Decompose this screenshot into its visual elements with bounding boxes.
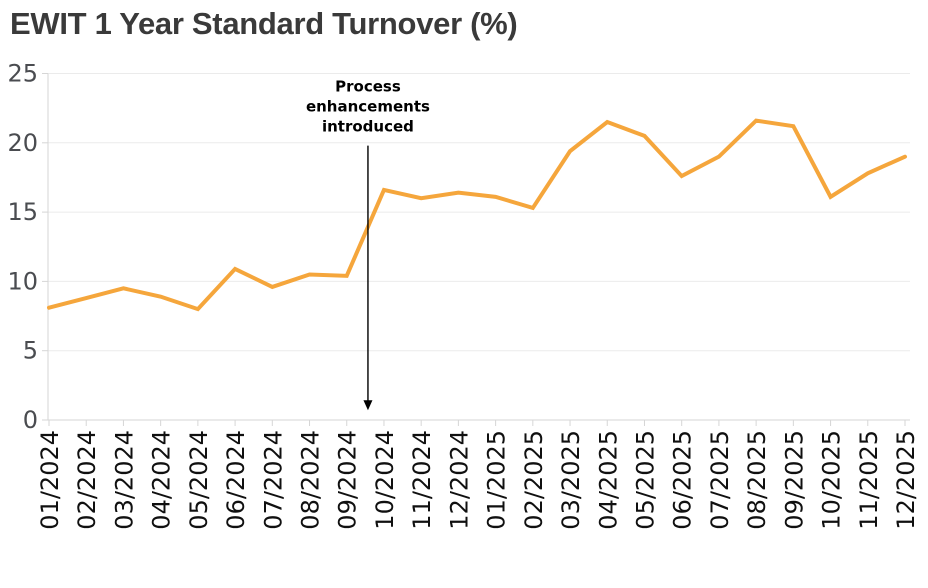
x-tick-label: 05/2024	[185, 430, 213, 530]
gridlines	[48, 73, 910, 352]
y-tick-label: 15	[7, 198, 38, 226]
series-line	[47, 118, 907, 312]
annotation: Process enhancements introduced	[306, 78, 430, 411]
chart-title: EWIT 1 Year Standard Turnover (%)	[10, 6, 518, 41]
x-tick-label: 10/2025	[818, 430, 846, 530]
annotation-text-line: Process	[335, 78, 401, 96]
x-tick-label: 10/2024	[371, 430, 399, 530]
x-tick-label: 04/2024	[148, 430, 176, 530]
x-tick-label: 07/2024	[259, 430, 287, 530]
x-tick-label: 02/2024	[73, 430, 101, 530]
annotation-text-line: introduced	[322, 118, 414, 136]
x-tick-label: 09/2024	[334, 430, 362, 530]
y-tick-label: 10	[7, 267, 38, 295]
x-tick-label: 07/2025	[706, 430, 734, 530]
x-tick-label: 08/2025	[743, 430, 771, 530]
y-tick-label: 25	[7, 60, 38, 88]
x-tick-label: 06/2024	[222, 430, 250, 530]
x-tick-label: 09/2025	[780, 430, 808, 530]
y-tick-label: 5	[23, 337, 38, 365]
x-tick-label: 06/2025	[669, 430, 697, 530]
y-axis-labels: 0 5 10 15 20 25	[7, 60, 48, 434]
x-tick-label: 11/2024	[408, 430, 436, 530]
x-tick-label: 12/2025	[892, 430, 920, 530]
y-tick-label: 20	[7, 129, 38, 157]
x-tick-label: 12/2024	[445, 430, 473, 530]
annotation-text-line: enhancements	[306, 98, 430, 116]
x-tick-label: 04/2025	[594, 430, 622, 530]
x-tick-label: 03/2025	[557, 430, 585, 530]
x-tick-label: 02/2025	[520, 430, 548, 530]
x-tick-label: 01/2024	[36, 430, 64, 530]
x-tick-label: 05/2025	[631, 430, 659, 530]
y-tick-label: 0	[23, 406, 38, 434]
annotation-arrowhead-icon	[363, 400, 373, 411]
x-tick-label: 11/2025	[855, 430, 883, 530]
x-tick-label: 08/2024	[297, 430, 325, 530]
x-tick-label: 03/2024	[110, 430, 138, 530]
x-tick-label: 01/2025	[483, 430, 511, 530]
x-axis-labels: 01/2024 02/2024 03/2024 04/2024 05/2024 06/20…	[36, 420, 920, 530]
